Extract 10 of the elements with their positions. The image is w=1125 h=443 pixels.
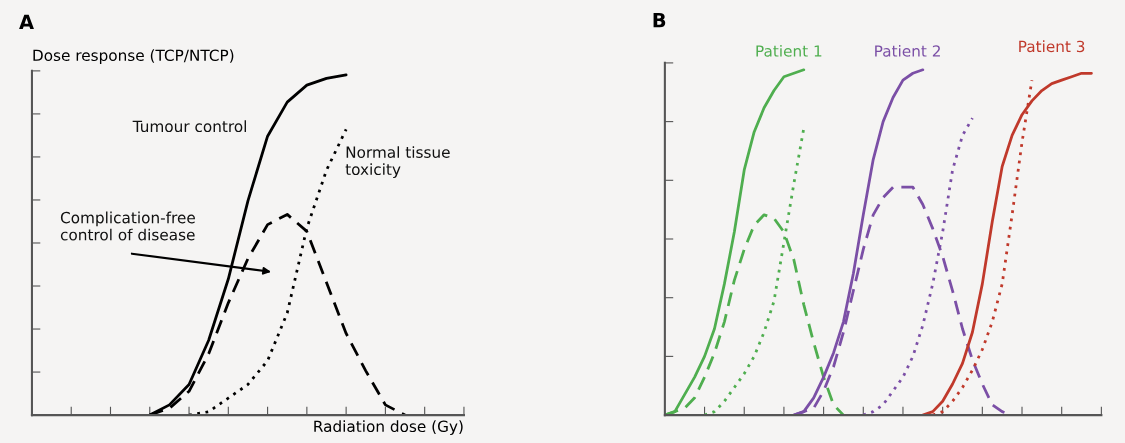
x-axis-title: Radiation dose (Gy) bbox=[314, 420, 463, 436]
series-label: Patient 3 bbox=[1019, 40, 1085, 53]
y-axis-title: Dose response (TCP/NTCP) bbox=[33, 49, 234, 64]
series-label: Patient 2 bbox=[875, 44, 940, 57]
chart-title: A bbox=[19, 14, 34, 29]
text: Complication-free control of disease bbox=[60, 211, 195, 241]
chart-title: B bbox=[653, 12, 666, 28]
series-label: Tumour control bbox=[132, 120, 246, 133]
series-label: Normal tissue toxicity bbox=[345, 146, 450, 179]
series-label: Patient 1 bbox=[756, 44, 822, 57]
